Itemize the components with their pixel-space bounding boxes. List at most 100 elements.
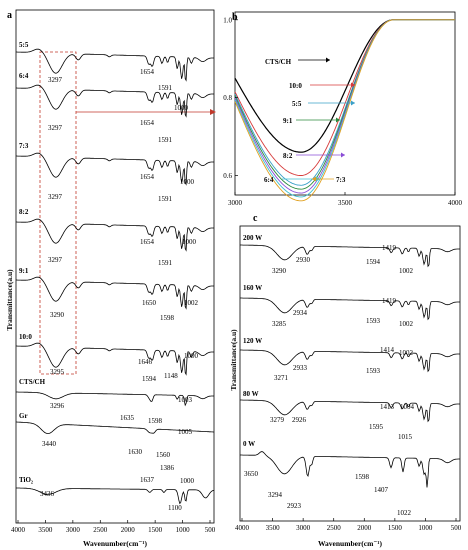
curve-160w [240, 297, 460, 321]
panel-c-ylabel: Transmittance(a.u) [229, 329, 238, 391]
panel-a-xlabel: Wavenumber(cm⁻¹) [83, 539, 148, 548]
ann: 2926 [292, 416, 307, 424]
b-x-tick-label: 3000 [228, 199, 243, 207]
x-tick-label: 1000 [418, 524, 433, 532]
curve-80w [240, 399, 460, 423]
ann: 3294 [268, 491, 283, 499]
ann: 1002 [399, 349, 414, 357]
legend-arrowhead [336, 117, 340, 123]
series-label-160w: 160 W [243, 284, 262, 292]
legend-6-4: 6:4 [264, 176, 274, 184]
series-label-0w: 0 W [243, 440, 255, 448]
series-label-6-4: 6:4 [19, 72, 29, 80]
ann: 1005 [178, 428, 193, 436]
series-label-200w: 200 W [243, 234, 262, 242]
series-label-5-5: 5:5 [19, 41, 29, 49]
b-x-tick-label: 3500 [338, 199, 353, 207]
ann: 1654 [140, 238, 155, 246]
ann: 1000 [180, 477, 195, 485]
ann: 1000 [174, 104, 189, 112]
curve-200w [240, 244, 460, 268]
ann: 1654 [140, 119, 155, 127]
legend-arrowhead [351, 100, 355, 106]
ann: 1591 [158, 84, 173, 92]
legend-7-3: 7:3 [336, 176, 346, 184]
ann: 1002 [184, 299, 199, 307]
ann: 1015 [398, 433, 413, 441]
series-label-gr: Gr [19, 412, 28, 420]
series-label-cts-ch: CTS/CH [19, 378, 46, 386]
ann: 3271 [274, 374, 289, 382]
panel-a-curves [16, 48, 215, 505]
ann: 1598 [160, 314, 175, 322]
x-tick-label: 2000 [121, 526, 136, 534]
panel-a-annotations: 3297 1654 1591 3297 1654 1591 1000 3297 … [40, 68, 199, 512]
curve-b-10-0 [234, 19, 455, 176]
panel-c-label: c [253, 213, 258, 224]
ann: 1414 [380, 346, 395, 354]
series-label-80w: 80 W [243, 390, 259, 398]
ann: 1148 [164, 372, 178, 380]
curve-120w [240, 349, 460, 373]
ann: 1386 [160, 464, 175, 472]
ann: 3295 [50, 368, 65, 376]
legend-cts-ch: CTS/CH [265, 58, 292, 66]
panel-a-frame [15, 9, 215, 524]
ann: 1419 [382, 297, 397, 305]
ann: 1630 [128, 448, 143, 456]
highlight-region [39, 51, 77, 375]
b-y-tick-label: 1.0 [223, 16, 232, 24]
ann: 1407 [374, 486, 389, 494]
series-label-120w: 120 W [243, 337, 262, 345]
panel-c-xlabel: Wavenumber(cm⁻¹) [318, 539, 383, 548]
panel-a-x-ticks: 4000 3500 3000 2500 2000 1500 1000 500 [11, 520, 216, 534]
x-tick-label: 2000 [357, 524, 372, 532]
curve-b-8-2 [234, 19, 455, 194]
ann: 1100 [168, 504, 182, 512]
ann: 1002 [399, 320, 414, 328]
ann: 1595 [369, 423, 384, 431]
series-label-9-1: 9:1 [19, 267, 29, 275]
legend-arrowhead [326, 57, 330, 63]
curve-6-4 [16, 84, 214, 118]
arrow-to-panel-b-head [210, 109, 216, 115]
ann: 1650 [142, 299, 157, 307]
x-tick-label: 2500 [93, 526, 108, 534]
ann: 1593 [366, 317, 381, 325]
x-tick-label: 3000 [66, 526, 81, 534]
ann: 1594 [366, 258, 381, 266]
panel-b-label: b [232, 12, 238, 23]
curve-tio2 [16, 487, 215, 505]
x-tick-label: 4000 [11, 526, 26, 534]
ann: 1591 [158, 259, 173, 267]
ann: 1002 [399, 267, 414, 275]
ann: 3290 [272, 267, 287, 275]
ann: 3297 [48, 193, 63, 201]
curve-b-7-3 [234, 19, 455, 202]
ann: 2923 [287, 502, 302, 510]
ann: 1022 [397, 509, 412, 517]
legend-10-0: 10:0 [289, 82, 302, 90]
ann: 1419 [382, 244, 397, 252]
ann: 1594 [142, 375, 157, 383]
curve-b-CTS-CH [234, 19, 455, 153]
b-y-tick-label: 0.6 [223, 172, 232, 180]
curve-gr [16, 421, 214, 434]
legend-arrowhead [341, 152, 345, 158]
curve-5-5 [16, 48, 214, 82]
series-label-10-0: 10:0 [19, 333, 32, 341]
panel-b-curves [234, 19, 455, 202]
ann: 2934 [293, 309, 308, 317]
ann: 1654 [140, 173, 155, 181]
ann: 1413 [380, 403, 395, 411]
ann: 3290 [50, 311, 65, 319]
ann: 2930 [296, 256, 311, 264]
x-tick-label: 3000 [296, 524, 311, 532]
x-tick-label: 1500 [148, 526, 163, 534]
curve-0w [240, 451, 460, 488]
ann: 3296 [50, 402, 65, 410]
ann: 3440 [42, 440, 57, 448]
ann: 1000 [182, 238, 197, 246]
b-x-tick-label: 4000 [448, 199, 463, 207]
